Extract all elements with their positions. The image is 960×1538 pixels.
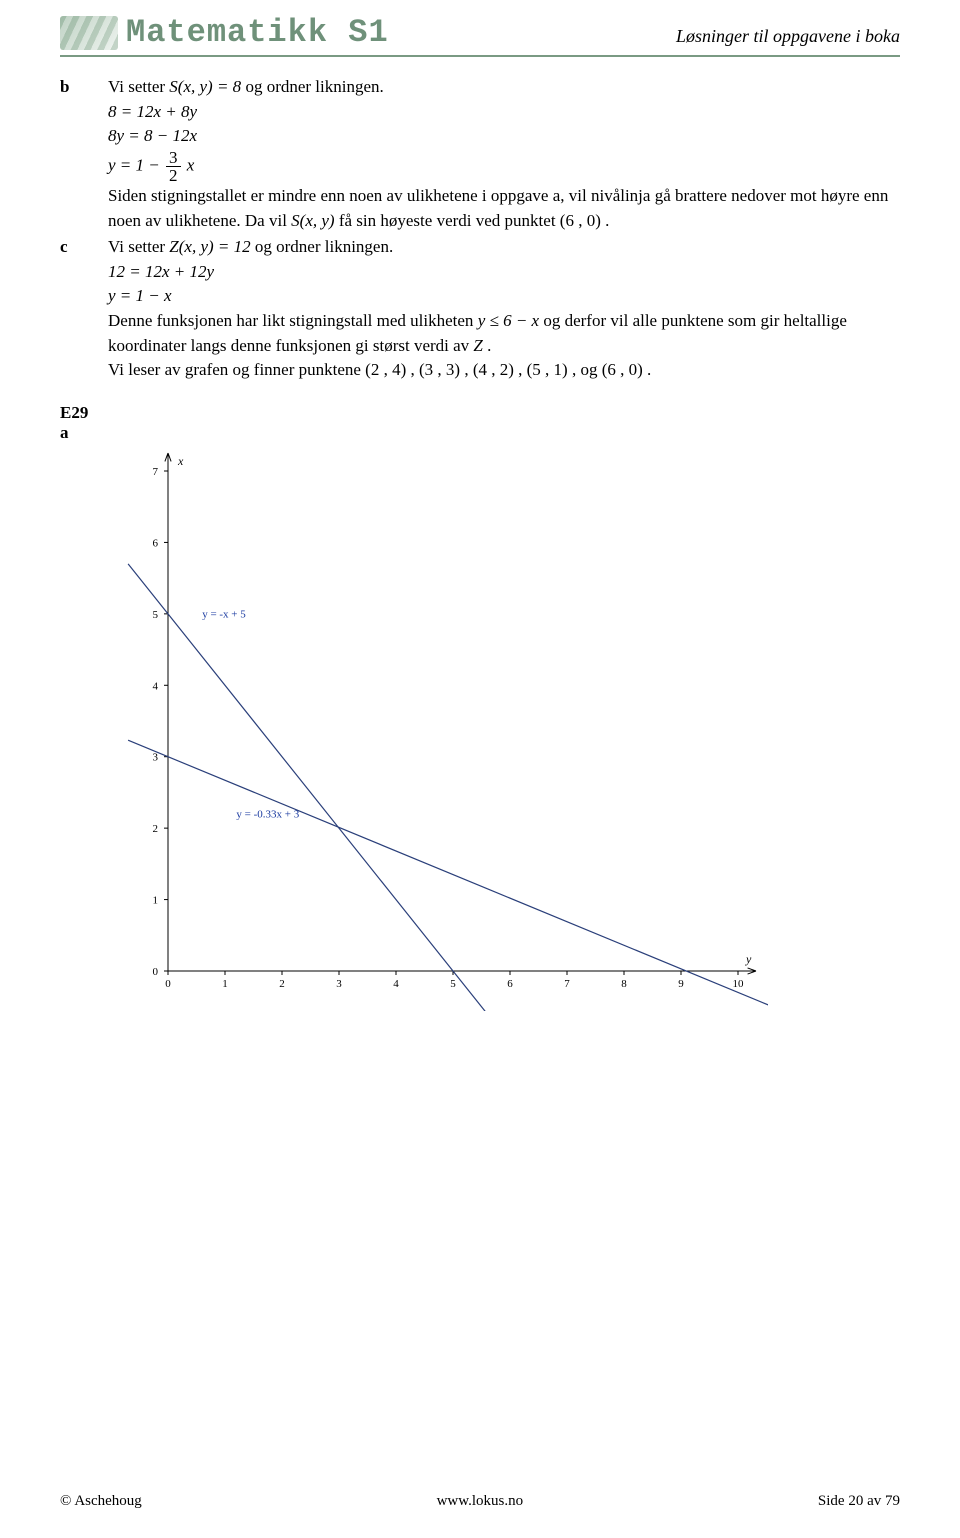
svg-text:6: 6	[153, 537, 159, 549]
svg-text:4: 4	[153, 680, 159, 692]
text: y = 1 −	[108, 155, 164, 174]
text: .	[605, 211, 609, 230]
svg-text:3: 3	[336, 978, 342, 990]
math-expr: Z	[473, 336, 482, 355]
fraction-num: 3	[166, 149, 181, 167]
fraction: 3 2	[166, 149, 181, 184]
svg-text:10: 10	[733, 978, 745, 990]
section-label-e29: E29 a	[60, 401, 108, 443]
svg-text:y = -0.33x + 3: y = -0.33x + 3	[236, 808, 299, 820]
svg-text:5: 5	[450, 978, 456, 990]
text: E29	[60, 403, 108, 423]
eq-b-3: y = 1 − 3 2 x	[108, 149, 900, 184]
page-footer: © Aschehoug www.lokus.no Side 20 av 79	[60, 1493, 900, 1510]
svg-text:5: 5	[153, 609, 159, 621]
text: Vi setter	[108, 77, 169, 96]
text: Denne funksjonen har likt stigningstall …	[108, 311, 478, 330]
svg-text:8: 8	[621, 978, 627, 990]
svg-text:9: 9	[678, 978, 684, 990]
section-c-para2: Vi leser av grafen og finner punktene (2…	[108, 358, 900, 383]
text: Vi setter	[108, 237, 169, 256]
fraction-den: 2	[166, 167, 181, 184]
section-b-line1: Vi setter S(x, y) = 8 og ordner likninge…	[108, 75, 900, 100]
section-b-body: Vi setter S(x, y) = 8 og ordner likninge…	[108, 75, 900, 233]
eq-c-2: y = 1 − x	[108, 284, 900, 309]
footer-center: www.lokus.no	[437, 1493, 524, 1510]
svg-text:x: x	[177, 454, 184, 468]
svg-text:4: 4	[393, 978, 399, 990]
section-label-b: b	[60, 75, 108, 97]
svg-text:7: 7	[153, 466, 159, 478]
text: a	[60, 423, 108, 443]
math-expr: S(x, y)	[291, 211, 334, 230]
eq-c-1: 12 = 12x + 12y	[108, 260, 900, 285]
brand-title: Matematikk S1	[126, 14, 389, 51]
chart-container: 0 1 2 3 4 5 6 7 8 9 10 0 1 2 3 4 5 6 7 y x y = -x + 5 y = -0.3…	[108, 451, 900, 1011]
section-label-c: c	[60, 235, 108, 257]
header-subtitle: Løsninger til oppgavene i boka	[676, 26, 900, 51]
line-chart: 0 1 2 3 4 5 6 7 8 9 10 0 1 2 3 4 5 6 7 y x y = -x + 5 y = -0.3…	[108, 451, 768, 1011]
section-c-body: Vi setter Z(x, y) = 12 og ordner likning…	[108, 235, 900, 383]
footer-right: Side 20 av 79	[818, 1493, 900, 1510]
svg-text:2: 2	[153, 823, 159, 835]
svg-text:1: 1	[153, 895, 159, 907]
svg-text:0: 0	[153, 966, 159, 978]
svg-text:7: 7	[564, 978, 570, 990]
page-header: Matematikk S1 Løsninger til oppgavene i …	[60, 0, 900, 57]
text: og ordner likningen.	[245, 77, 383, 96]
brand-block: Matematikk S1	[60, 14, 389, 51]
math-expr: S(x, y) = 8	[169, 77, 241, 96]
text: og ordner likningen.	[255, 237, 393, 256]
math-expr: Z(x, y) = 12	[169, 237, 250, 256]
svg-text:1: 1	[222, 978, 228, 990]
text: .	[487, 336, 491, 355]
svg-text:3: 3	[153, 752, 159, 764]
eq-b-2: 8y = 8 − 12x	[108, 124, 900, 149]
section-c-para: Denne funksjonen har likt stigningstall …	[108, 309, 900, 358]
section-c: c Vi setter Z(x, y) = 12 og ordner likni…	[60, 235, 900, 383]
text: få sin høyeste verdi ved punktet	[339, 211, 560, 230]
text: x	[187, 155, 195, 174]
section-c-line1: Vi setter Z(x, y) = 12 og ordner likning…	[108, 235, 900, 260]
page-content: b Vi setter S(x, y) = 8 og ordner liknin…	[60, 69, 900, 1011]
brand-logo-art	[60, 16, 118, 50]
svg-text:2: 2	[279, 978, 285, 990]
svg-text:y = -x + 5: y = -x + 5	[202, 608, 246, 620]
math-expr: y ≤ 6 − x	[478, 311, 539, 330]
section-e29: E29 a	[60, 401, 900, 443]
footer-left: © Aschehoug	[60, 1493, 142, 1510]
eq-b-1: 8 = 12x + 8y	[108, 100, 900, 125]
svg-text:0: 0	[165, 978, 171, 990]
section-b-para2: Siden stigningstallet er mindre enn noen…	[108, 184, 900, 233]
text: (6 , 0)	[560, 211, 601, 230]
section-b: b Vi setter S(x, y) = 8 og ordner liknin…	[60, 75, 900, 233]
svg-text:6: 6	[507, 978, 513, 990]
svg-text:y: y	[745, 952, 752, 966]
